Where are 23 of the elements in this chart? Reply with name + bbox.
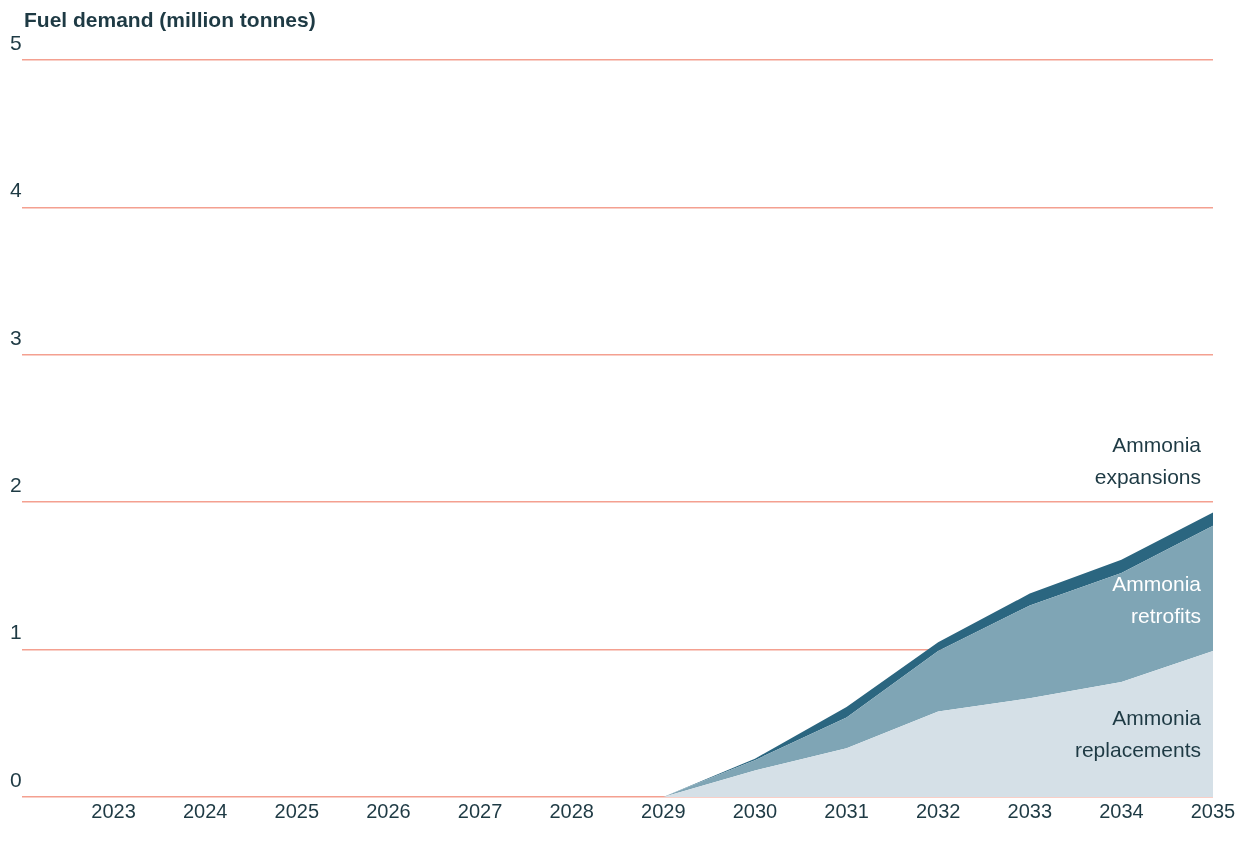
x-tick-label: 2033: [1007, 799, 1053, 822]
x-tick-label: 2034: [1099, 799, 1144, 822]
y-tick-label: 3: [10, 325, 22, 349]
y-tick-label: 0: [10, 767, 22, 791]
y-tick-label: 1: [10, 620, 22, 644]
series-label: Ammonia retrofits: [1112, 572, 1202, 628]
y-tick-label: 5: [10, 30, 22, 54]
x-tick-label: 2024: [182, 799, 228, 822]
x-tick-label: 2032: [915, 799, 961, 822]
x-tick-label: 2023: [91, 799, 136, 822]
series-label: Ammonia expansions: [1094, 432, 1202, 488]
y-tick-label: 2: [10, 473, 22, 496]
y-axis-title: Fuel demand (million tonnes): [24, 8, 316, 32]
x-tick-label: 2035: [1190, 799, 1236, 822]
x-tick-label: 2027: [457, 799, 503, 822]
x-tick-label: 2025: [274, 799, 320, 822]
series-label: Ammonia replacements: [1074, 706, 1202, 762]
x-tick-label: 2026: [366, 799, 411, 822]
y-tick-label: 4: [10, 178, 22, 202]
x-tick-label: 2029: [641, 799, 686, 822]
x-tick-label: 2031: [824, 799, 869, 822]
x-tick-label: 2028: [549, 799, 594, 822]
x-tick-label: 2030: [732, 799, 778, 822]
